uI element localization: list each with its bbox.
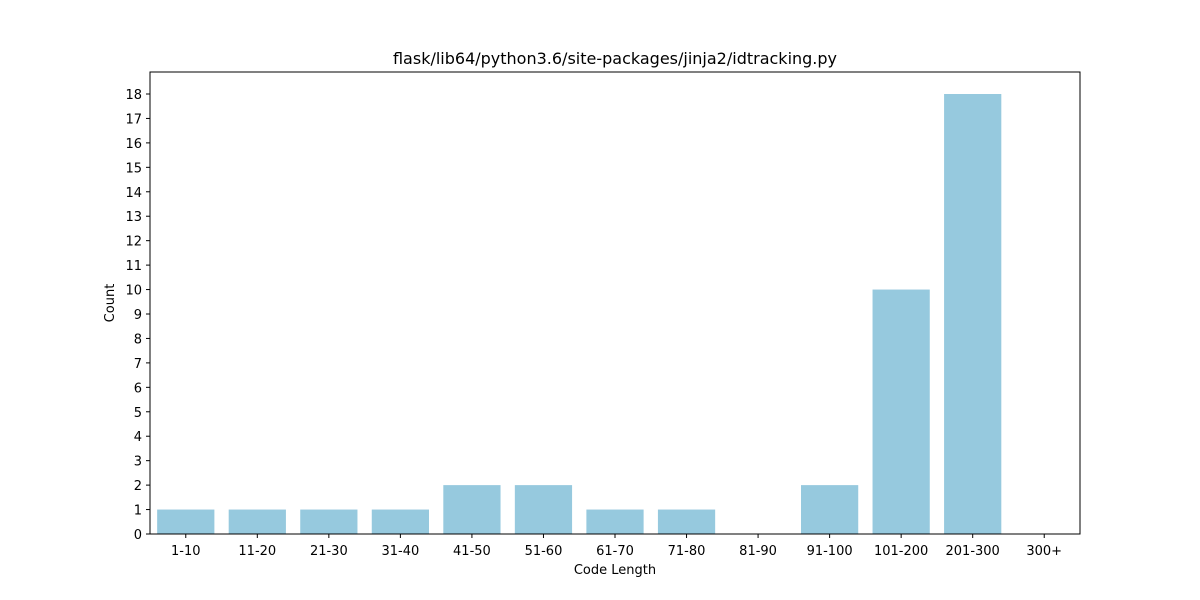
- bar-91-100: [801, 485, 859, 534]
- y-tick-label: 11: [125, 259, 142, 274]
- bar-61-70: [586, 509, 644, 534]
- y-tick-label: 3: [134, 455, 142, 470]
- y-tick-label: 9: [134, 308, 142, 323]
- bar-101-200: [872, 289, 930, 534]
- bar-1-10: [157, 509, 215, 534]
- x-tick-label: 31-40: [381, 544, 419, 559]
- chart-title: flask/lib64/python3.6/site-packages/jinj…: [393, 49, 837, 68]
- y-tick-label: 12: [125, 235, 142, 250]
- y-tick-label: 14: [125, 186, 142, 201]
- y-tick-label: 16: [125, 137, 142, 152]
- y-tick-label: 18: [125, 88, 142, 103]
- y-tick-label: 15: [125, 161, 142, 176]
- x-tick-label: 91-100: [807, 544, 853, 559]
- bars-group: [157, 94, 1002, 534]
- y-tick-label: 7: [134, 357, 142, 372]
- y-tick-label: 8: [134, 332, 142, 347]
- x-tick-label: 41-50: [453, 544, 491, 559]
- bar-71-80: [657, 509, 716, 534]
- x-tick-label: 71-80: [668, 544, 706, 559]
- y-tick-label: 13: [125, 210, 142, 225]
- x-tick-label: 61-70: [596, 544, 634, 559]
- x-tick-label: 11-20: [238, 544, 276, 559]
- x-tick-label: 51-60: [525, 544, 563, 559]
- bar-11-20: [228, 509, 286, 534]
- y-tick-label: 17: [125, 112, 142, 127]
- y-tick-label: 10: [125, 284, 142, 299]
- x-axis-ticks: 1-10 11-20 21-30 31-40 41-50 51-60 61-70 71-80 8…: [171, 534, 1062, 559]
- y-tick-label: 4: [134, 430, 142, 445]
- y-tick-label: 0: [134, 528, 142, 543]
- y-tick-label: 2: [134, 479, 142, 494]
- x-tick-label: 101-200: [874, 544, 928, 559]
- bar-201-300: [944, 94, 1002, 534]
- x-tick-label: 1-10: [171, 544, 201, 559]
- bar-31-40: [371, 509, 429, 534]
- plot-frame: [149, 71, 1081, 535]
- y-axis-label: Count: [103, 284, 118, 323]
- y-tick-label: 6: [134, 381, 142, 396]
- x-axis-label: Code Length: [574, 563, 656, 578]
- y-tick-label: 5: [134, 406, 142, 421]
- x-tick-label: 201-300: [946, 544, 1000, 559]
- x-tick-label: 21-30: [310, 544, 348, 559]
- bar-51-60: [514, 485, 573, 534]
- x-tick-label: 300+: [1026, 544, 1062, 559]
- bar-41-50: [443, 485, 501, 534]
- y-tick-label: 1: [134, 504, 142, 519]
- bar-21-30: [300, 509, 358, 534]
- x-tick-label: 81-90: [739, 544, 777, 559]
